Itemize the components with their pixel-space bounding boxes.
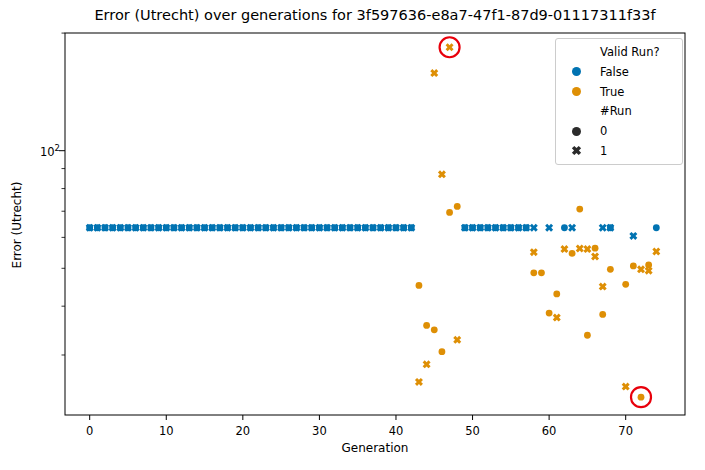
legend-item-true-label: True	[600, 85, 624, 99]
x-tick-label: 70	[618, 424, 633, 438]
point-valid-run1	[622, 383, 630, 391]
point-valid-run1	[530, 248, 538, 256]
point-valid-run1	[453, 336, 461, 344]
x-tick-label: 50	[465, 424, 480, 438]
point-valid-run0	[553, 291, 560, 298]
legend-item-run0-label: 0	[600, 124, 607, 138]
point-valid-run1	[423, 360, 431, 368]
point-valid-run0	[439, 348, 446, 355]
point-valid-run1	[438, 170, 446, 178]
point-valid-run0	[592, 245, 599, 252]
point-valid-run0	[638, 394, 645, 401]
point-valid-run1	[560, 245, 568, 253]
point-valid-run0	[446, 209, 453, 216]
false-dot-icon	[567, 67, 585, 76]
point-valid-run0	[630, 263, 637, 270]
point-valid-run0	[431, 326, 438, 333]
point-invalid-run1	[545, 224, 553, 232]
x-tick-label: 30	[312, 424, 327, 438]
run1-x-icon	[567, 145, 585, 156]
x-tick-label: 10	[159, 424, 174, 438]
legend: Valid Run? False True #Run 0 1	[555, 38, 683, 165]
point-valid-run0	[622, 281, 629, 288]
legend-item-false: False	[556, 62, 682, 81]
point-invalid-run1	[629, 232, 637, 240]
point-invalid-run1	[530, 224, 538, 232]
point-valid-run1	[553, 314, 561, 322]
point-valid-run1	[599, 283, 607, 291]
x-tick-label: 20	[236, 424, 251, 438]
point-valid-run1	[576, 244, 584, 252]
legend-subtitle-run: #Run	[556, 102, 682, 121]
legend-title: Valid Run?	[556, 43, 682, 62]
point-valid-run0	[454, 203, 461, 210]
point-valid-run0	[599, 311, 606, 318]
legend-item-true: True	[556, 82, 682, 101]
point-valid-run1	[591, 253, 599, 261]
legend-item-false-label: False	[600, 65, 629, 79]
point-invalid-run0	[653, 224, 660, 231]
figure: Error (Utrecht) over generations for 3f5…	[0, 0, 705, 470]
point-invalid-run1	[568, 224, 576, 232]
x-axis-label: Generation	[65, 441, 685, 455]
point-valid-run0	[584, 332, 591, 339]
x-tick-label: 60	[542, 424, 557, 438]
point-valid-run0	[530, 269, 537, 276]
point-valid-run1	[415, 378, 423, 386]
point-valid-run0	[423, 322, 430, 329]
point-valid-run0	[607, 266, 614, 273]
point-valid-run0	[416, 282, 423, 289]
point-valid-run1	[446, 43, 454, 51]
legend-item-run1: 1	[556, 141, 682, 160]
point-valid-run1	[430, 69, 438, 77]
point-valid-run0	[569, 250, 576, 257]
run0-circle-icon	[567, 127, 585, 136]
point-valid-run0	[576, 206, 583, 213]
x-tick-label: 40	[389, 424, 404, 438]
point-valid-run0	[546, 310, 553, 317]
point-valid-run1	[637, 265, 645, 273]
point-valid-run0	[538, 269, 545, 276]
x-tick-label: 0	[86, 424, 93, 438]
point-valid-run1	[583, 245, 591, 253]
true-dot-icon	[567, 87, 585, 96]
point-invalid-run1	[599, 224, 607, 232]
point-valid-run1	[652, 248, 660, 256]
point-invalid-run0	[561, 224, 568, 231]
legend-item-run1-label: 1	[600, 144, 607, 158]
legend-item-run0: 0	[556, 122, 682, 141]
